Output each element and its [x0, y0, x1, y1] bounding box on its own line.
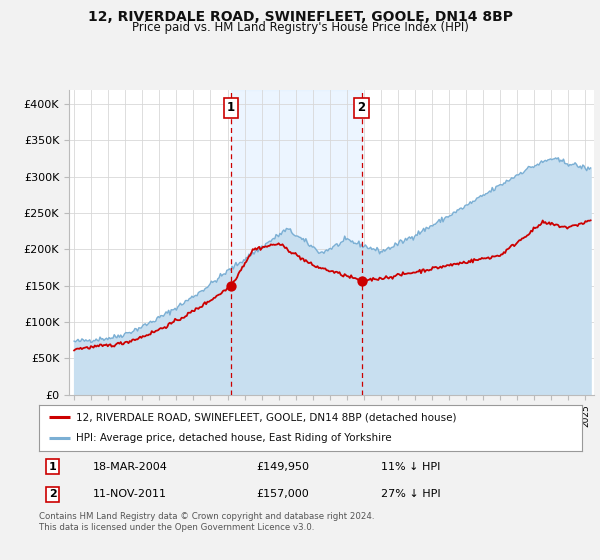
- Text: 11-NOV-2011: 11-NOV-2011: [94, 489, 167, 499]
- Bar: [231, 90, 362, 395]
- Text: 12, RIVERDALE ROAD, SWINEFLEET, GOOLE, DN14 8BP: 12, RIVERDALE ROAD, SWINEFLEET, GOOLE, D…: [88, 10, 512, 24]
- Text: 2: 2: [49, 489, 56, 499]
- Text: 12, RIVERDALE ROAD, SWINEFLEET, GOOLE, DN14 8BP (detached house): 12, RIVERDALE ROAD, SWINEFLEET, GOOLE, D…: [76, 412, 457, 422]
- Text: 2: 2: [358, 101, 366, 114]
- Text: Price paid vs. HM Land Registry's House Price Index (HPI): Price paid vs. HM Land Registry's House …: [131, 21, 469, 34]
- Text: £157,000: £157,000: [256, 489, 309, 499]
- Point: [226, 281, 236, 290]
- Text: 18-MAR-2004: 18-MAR-2004: [94, 462, 168, 472]
- Text: 1: 1: [49, 462, 56, 472]
- Text: 27% ↓ HPI: 27% ↓ HPI: [381, 489, 441, 499]
- Text: Contains HM Land Registry data © Crown copyright and database right 2024.
This d: Contains HM Land Registry data © Crown c…: [39, 512, 374, 532]
- Text: 11% ↓ HPI: 11% ↓ HPI: [381, 462, 440, 472]
- Point: [357, 276, 367, 285]
- Text: £149,950: £149,950: [256, 462, 309, 472]
- Text: HPI: Average price, detached house, East Riding of Yorkshire: HPI: Average price, detached house, East…: [76, 433, 392, 444]
- Text: 1: 1: [227, 101, 235, 114]
